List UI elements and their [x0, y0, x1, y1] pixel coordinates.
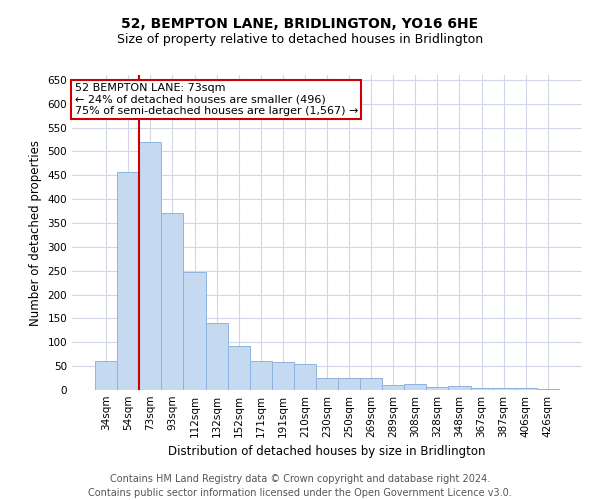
Bar	[316, 378, 338, 390]
Bar	[206, 323, 227, 390]
Bar	[448, 386, 470, 390]
Bar	[470, 388, 493, 390]
Text: Size of property relative to detached houses in Bridlington: Size of property relative to detached ho…	[117, 32, 483, 46]
Bar	[117, 172, 139, 390]
Bar	[161, 214, 184, 390]
Bar	[360, 378, 382, 390]
Bar	[537, 388, 559, 390]
Bar	[184, 272, 206, 390]
Text: 52 BEMPTON LANE: 73sqm
← 24% of detached houses are smaller (496)
75% of semi-de: 52 BEMPTON LANE: 73sqm ← 24% of detached…	[74, 83, 358, 116]
Bar	[139, 142, 161, 390]
Bar	[427, 387, 448, 390]
Bar	[272, 362, 294, 390]
Text: Contains HM Land Registry data © Crown copyright and database right 2024.
Contai: Contains HM Land Registry data © Crown c…	[88, 474, 512, 498]
Text: 52, BEMPTON LANE, BRIDLINGTON, YO16 6HE: 52, BEMPTON LANE, BRIDLINGTON, YO16 6HE	[121, 18, 479, 32]
Bar	[493, 388, 515, 390]
Bar	[338, 378, 360, 390]
Bar	[227, 346, 250, 390]
Bar	[95, 362, 117, 390]
X-axis label: Distribution of detached houses by size in Bridlington: Distribution of detached houses by size …	[168, 446, 486, 458]
Bar	[294, 364, 316, 390]
Bar	[404, 384, 427, 390]
Bar	[515, 388, 537, 390]
Y-axis label: Number of detached properties: Number of detached properties	[29, 140, 42, 326]
Bar	[250, 361, 272, 390]
Bar	[382, 385, 404, 390]
